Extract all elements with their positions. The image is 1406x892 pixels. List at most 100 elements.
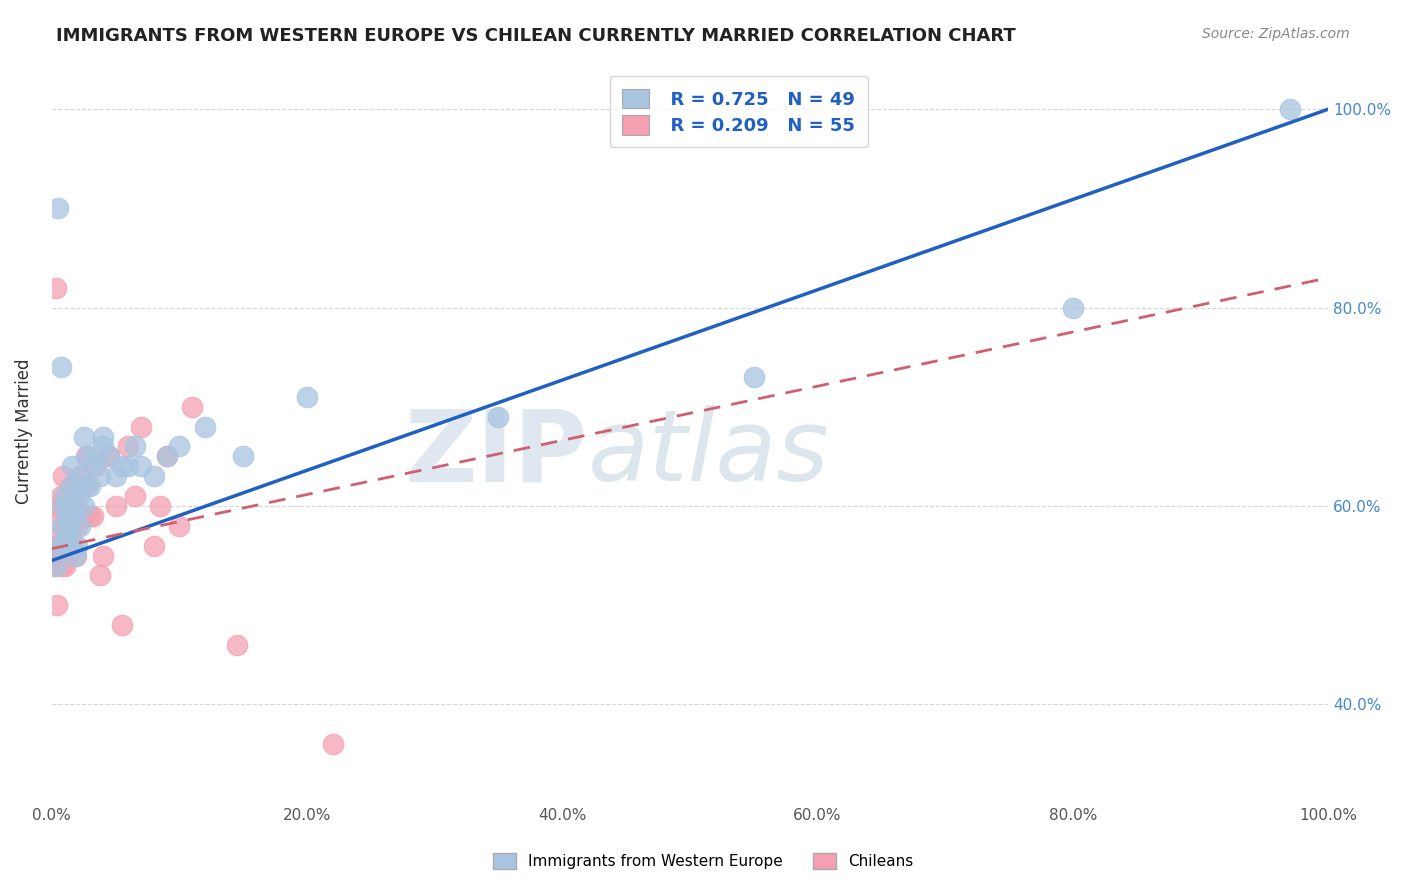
Point bbox=[79, 479, 101, 493]
Point bbox=[225, 638, 247, 652]
Point bbox=[67, 479, 90, 493]
Point bbox=[51, 539, 73, 553]
Point bbox=[51, 558, 73, 573]
Point bbox=[58, 549, 80, 563]
Point bbox=[60, 539, 83, 553]
Point bbox=[45, 558, 67, 573]
Point bbox=[295, 390, 318, 404]
Point bbox=[142, 469, 165, 483]
Point bbox=[742, 370, 765, 384]
Point bbox=[129, 419, 152, 434]
Point bbox=[104, 499, 127, 513]
Point bbox=[59, 519, 82, 533]
Point bbox=[75, 479, 97, 493]
Point bbox=[56, 539, 79, 553]
Point bbox=[91, 549, 114, 563]
Point bbox=[58, 499, 80, 513]
Point bbox=[82, 459, 104, 474]
Point bbox=[55, 519, 77, 533]
Point bbox=[53, 489, 76, 503]
Point bbox=[117, 459, 139, 474]
Point bbox=[69, 469, 91, 483]
Point bbox=[75, 450, 97, 464]
Point bbox=[53, 558, 76, 573]
Point bbox=[60, 459, 83, 474]
Legend: Immigrants from Western Europe, Chileans: Immigrants from Western Europe, Chileans bbox=[486, 847, 920, 875]
Point bbox=[156, 450, 179, 464]
Point bbox=[91, 440, 114, 454]
Point bbox=[45, 598, 67, 612]
Point bbox=[73, 508, 96, 523]
Point bbox=[49, 360, 72, 375]
Point bbox=[91, 429, 114, 443]
Point bbox=[52, 499, 75, 513]
Point bbox=[69, 519, 91, 533]
Point bbox=[48, 508, 70, 523]
Point bbox=[142, 539, 165, 553]
Point bbox=[49, 489, 72, 503]
Point bbox=[59, 539, 82, 553]
Point bbox=[52, 499, 75, 513]
Point bbox=[55, 549, 77, 563]
Point bbox=[63, 499, 86, 513]
Point bbox=[62, 519, 84, 533]
Point bbox=[76, 479, 98, 493]
Point bbox=[82, 508, 104, 523]
Point bbox=[169, 440, 191, 454]
Point bbox=[124, 489, 146, 503]
Point bbox=[46, 499, 69, 513]
Point bbox=[52, 469, 75, 483]
Point bbox=[65, 549, 87, 563]
Text: ZIP: ZIP bbox=[405, 406, 588, 502]
Point bbox=[45, 539, 67, 553]
Point bbox=[322, 737, 344, 751]
Point bbox=[194, 419, 217, 434]
Point bbox=[59, 508, 82, 523]
Point bbox=[67, 489, 90, 503]
Point bbox=[62, 508, 84, 523]
Point bbox=[53, 529, 76, 543]
Point bbox=[45, 281, 67, 295]
Point bbox=[48, 529, 70, 543]
Point bbox=[89, 568, 111, 582]
Point bbox=[117, 440, 139, 454]
Point bbox=[63, 479, 86, 493]
Point bbox=[73, 499, 96, 513]
Point bbox=[124, 440, 146, 454]
Point bbox=[59, 479, 82, 493]
Point bbox=[1278, 102, 1301, 116]
Point bbox=[1062, 301, 1084, 315]
Point bbox=[79, 508, 101, 523]
Point bbox=[58, 519, 80, 533]
Point bbox=[73, 429, 96, 443]
Point bbox=[49, 549, 72, 563]
Point bbox=[44, 558, 66, 573]
Point bbox=[52, 519, 75, 533]
Point bbox=[129, 459, 152, 474]
Point bbox=[111, 618, 134, 632]
Point bbox=[488, 409, 510, 424]
Point bbox=[46, 202, 69, 216]
Point bbox=[46, 539, 69, 553]
Point bbox=[56, 508, 79, 523]
Point bbox=[86, 450, 108, 464]
Point bbox=[111, 459, 134, 474]
Text: IMMIGRANTS FROM WESTERN EUROPE VS CHILEAN CURRENTLY MARRIED CORRELATION CHART: IMMIGRANTS FROM WESTERN EUROPE VS CHILEA… bbox=[56, 27, 1017, 45]
Point bbox=[98, 450, 121, 464]
Point bbox=[59, 479, 82, 493]
Point bbox=[76, 450, 98, 464]
Point bbox=[86, 459, 108, 474]
Point bbox=[104, 469, 127, 483]
Point bbox=[149, 499, 172, 513]
Point bbox=[66, 539, 89, 553]
Point bbox=[63, 549, 86, 563]
Text: Source: ZipAtlas.com: Source: ZipAtlas.com bbox=[1202, 27, 1350, 41]
Point bbox=[98, 450, 121, 464]
Point bbox=[53, 489, 76, 503]
Point bbox=[51, 519, 73, 533]
Point bbox=[181, 400, 204, 414]
Point bbox=[232, 450, 254, 464]
Legend:   R = 0.725   N = 49,   R = 0.209   N = 55: R = 0.725 N = 49, R = 0.209 N = 55 bbox=[610, 76, 868, 147]
Text: atlas: atlas bbox=[588, 406, 830, 502]
Point bbox=[56, 499, 79, 513]
